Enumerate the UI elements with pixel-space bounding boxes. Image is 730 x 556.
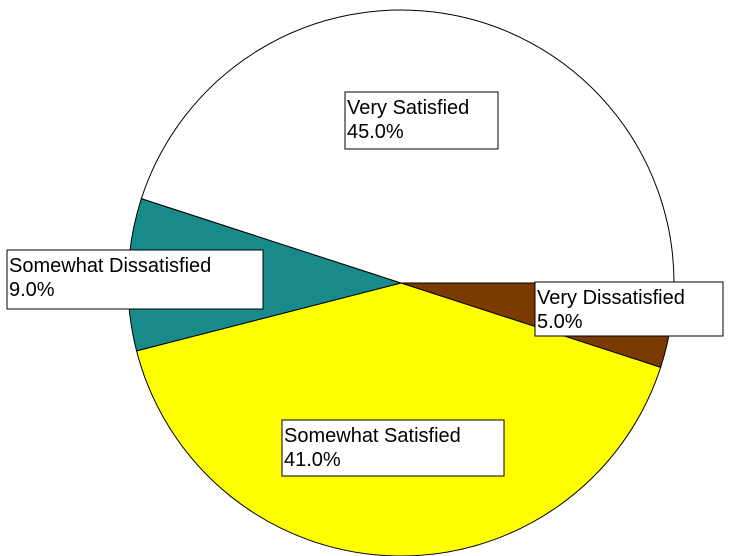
slice-label-box xyxy=(534,281,724,337)
slice-label-name: Very Dissatisfied xyxy=(537,287,685,309)
slice-label-percent: 9.0% xyxy=(9,279,55,301)
slice-label-box xyxy=(344,91,499,150)
slice-label-name: Very Satisfied xyxy=(347,97,469,119)
slice-label-percent: 41.0% xyxy=(284,449,341,471)
slice-label-percent: 45.0% xyxy=(347,121,404,143)
slice-label-name: Somewhat Satisfied xyxy=(284,425,461,447)
slice-label-box xyxy=(6,249,264,310)
pie-slices xyxy=(127,9,675,556)
slice-label-name: Somewhat Dissatisfied xyxy=(9,255,211,277)
slice-label-percent: 5.0% xyxy=(537,311,583,333)
slice-label-box xyxy=(281,419,505,477)
